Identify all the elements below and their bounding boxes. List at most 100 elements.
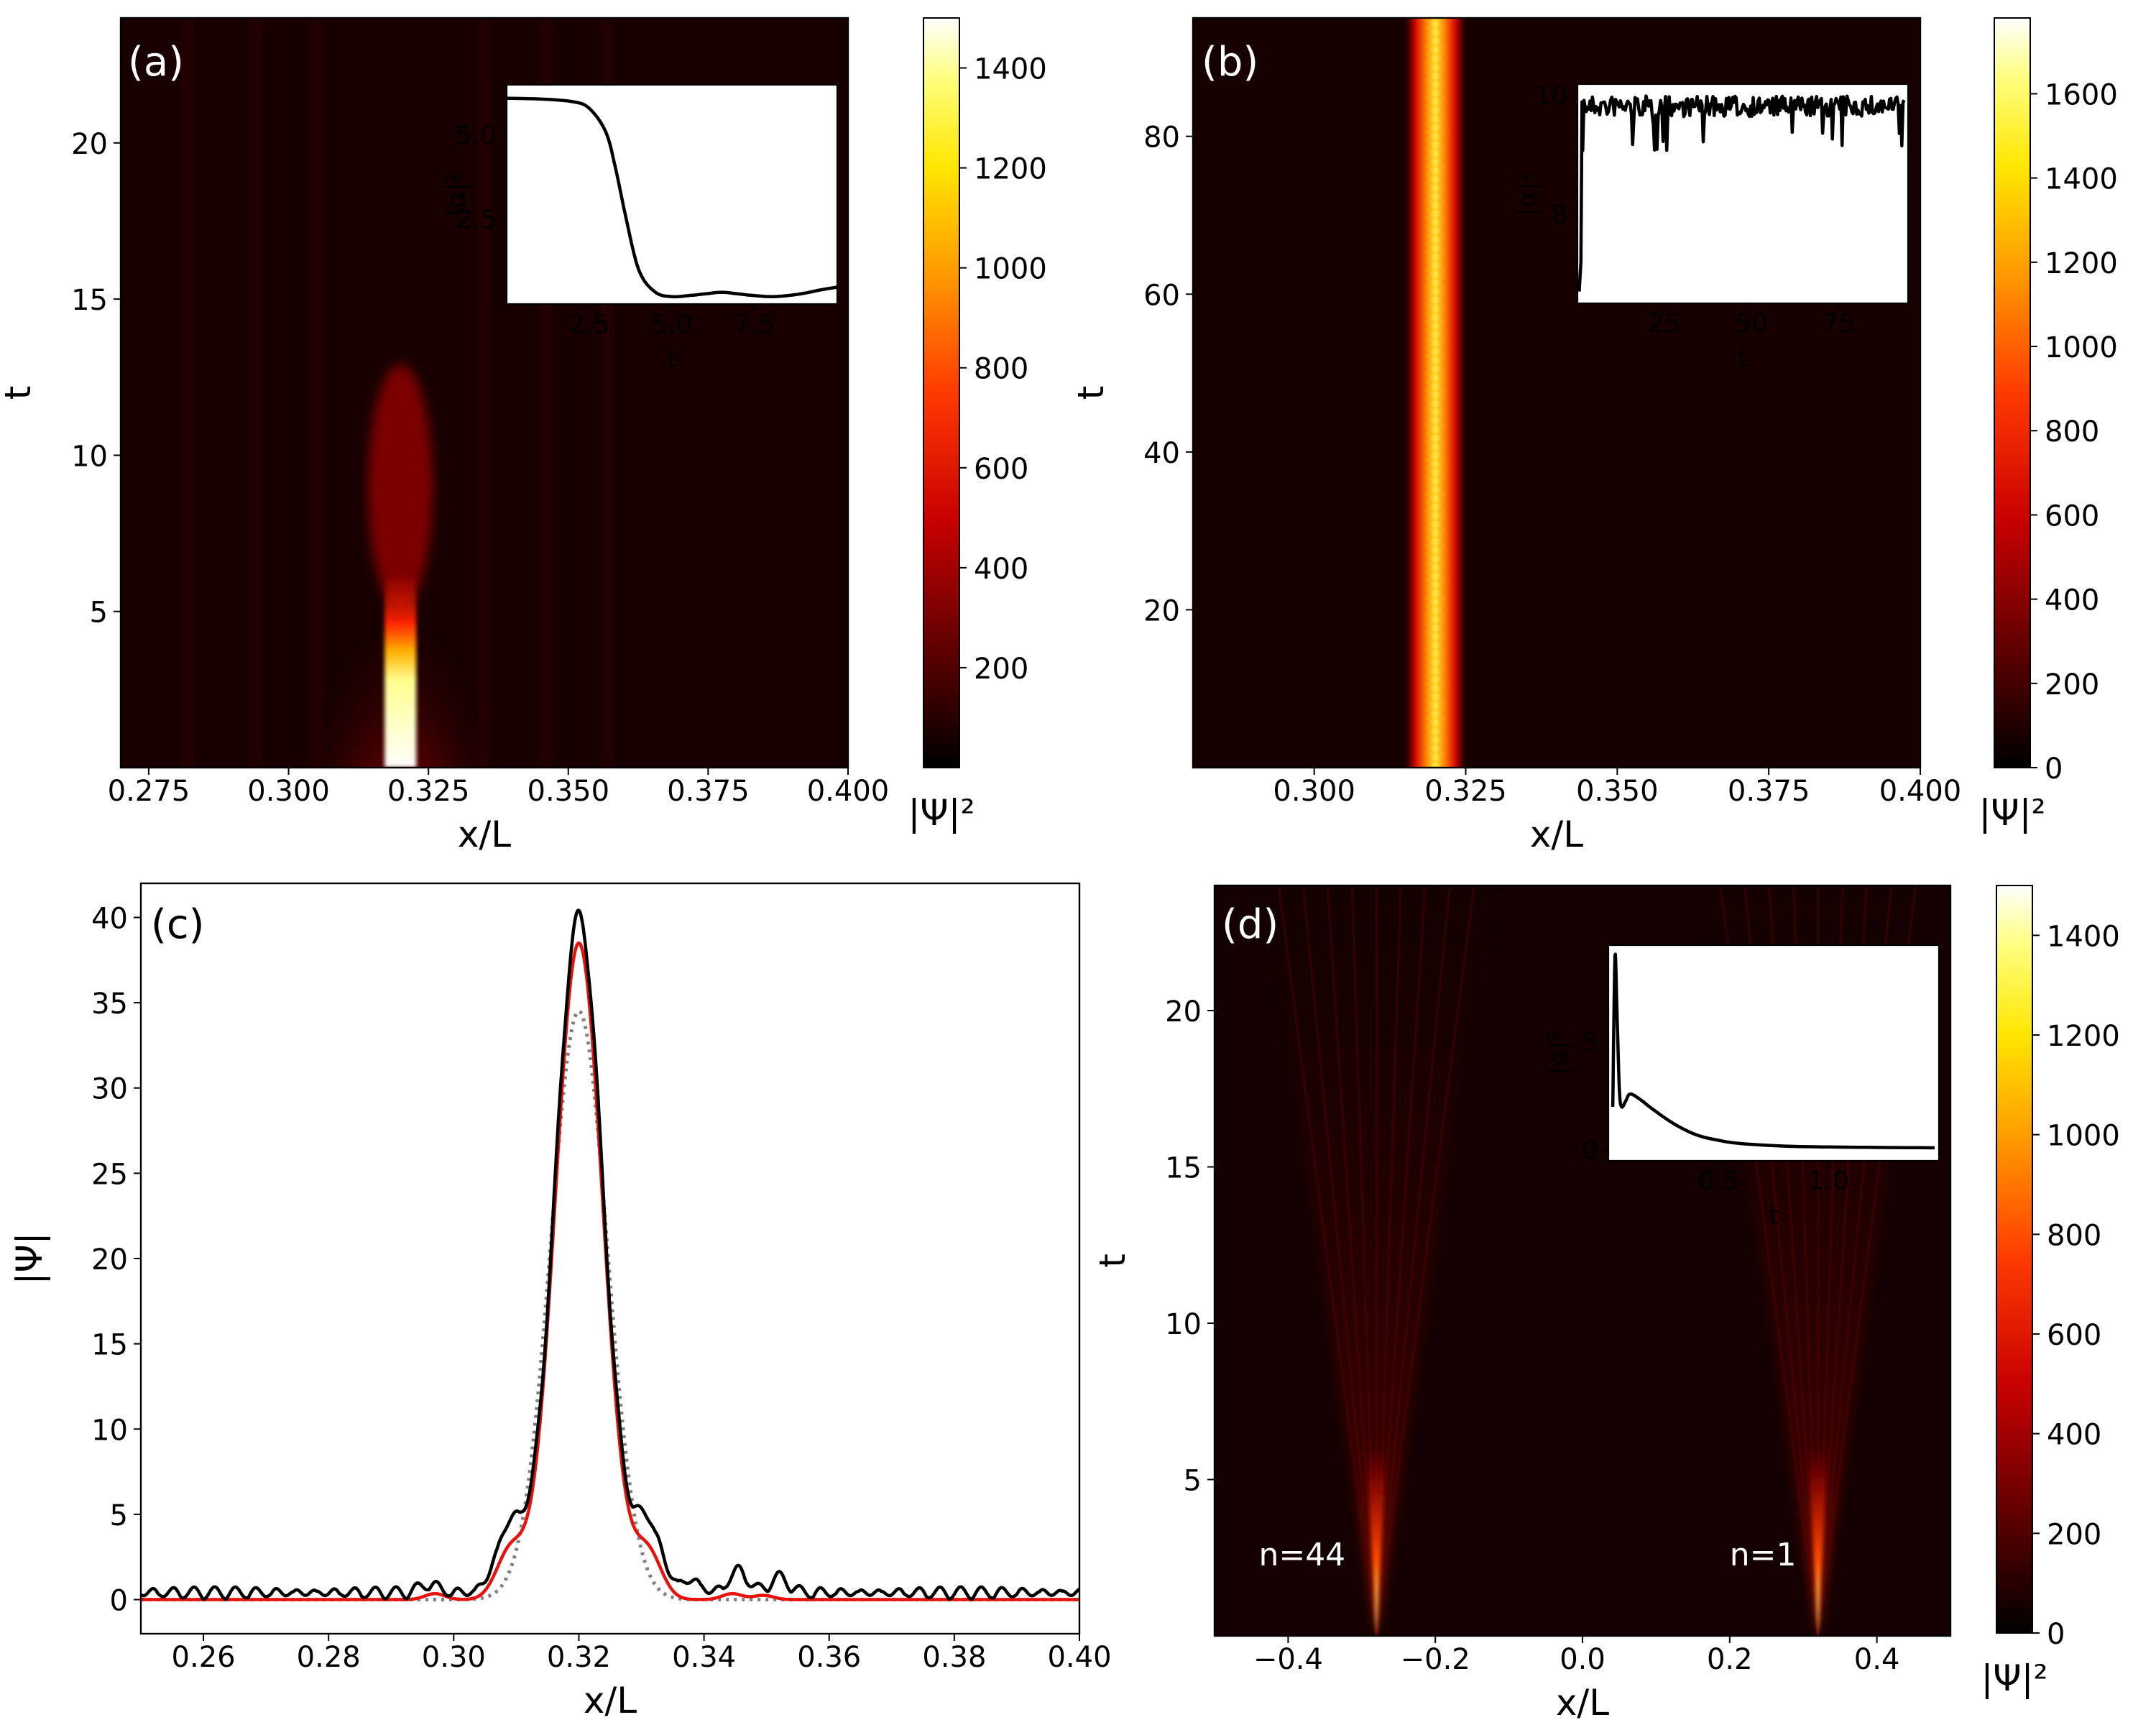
heatmap-ripple: [1425, 587, 1446, 591]
inset-y-tick-label: 5.0: [456, 121, 497, 150]
heatmap-ripple: [1425, 604, 1446, 608]
colorbar-tick-label: 400: [974, 553, 1028, 586]
heatmap-ripple: [1425, 182, 1446, 185]
heatmap-ripple: [1425, 242, 1446, 246]
heatmap-ripple: [1425, 303, 1446, 306]
heatmap-ripple: [1425, 165, 1446, 168]
colorbar-tick-label: 800: [2045, 415, 2099, 448]
heatmap-ripple: [1425, 699, 1446, 703]
heatmap-ripple: [1425, 285, 1446, 289]
inset-y-tick-label: 0: [1582, 1136, 1598, 1165]
heatmap-ripple: [1425, 320, 1446, 323]
inset-series-line: [1577, 94, 1906, 292]
inset-frame: [1607, 944, 1940, 1162]
heatmap-ripple: [1425, 139, 1446, 142]
heatmap-ripple: [1425, 742, 1446, 746]
inset-x-tick-label: 2.5: [568, 310, 609, 339]
heatmap-ripple: [1425, 147, 1446, 151]
heatmap-ripple: [1425, 561, 1446, 565]
heatmap-tip: [1807, 1448, 1828, 1636]
colorbar-tick-label: 400: [2045, 584, 2099, 617]
heatmap-ripple: [1425, 363, 1446, 367]
y-axis-b-tick-label: 20: [1143, 594, 1180, 627]
heatmap-ripple: [1425, 380, 1446, 384]
heatmap-ripple: [1425, 216, 1446, 220]
heatmap-ripple: [1425, 372, 1446, 375]
colorbar-tick-label: 200: [2047, 1518, 2101, 1551]
heatmap-ray: [1326, 886, 1378, 1636]
inset-x-label: t: [1769, 1201, 1779, 1230]
colorbar-tick-label: 0: [2047, 1618, 2065, 1651]
heatmap-ripple: [1425, 311, 1446, 315]
heatmap-ripple: [1425, 673, 1446, 677]
y-axis-d-tick-label: 15: [1165, 1152, 1202, 1185]
x-axis-b-tick-label: 0.300: [1273, 775, 1355, 808]
panel-a: 0.275 0.300 0.325 0.350 0.375 0.400 5 10 15 20 x/L…: [0, 17, 1047, 855]
x-axis-a-tick-label: 0.325: [387, 775, 470, 808]
heatmap-ripple: [1425, 208, 1446, 211]
panel-b: 0.300 0.325 0.350 0.375 0.40020406080x/Lt(b)…: [1070, 17, 2118, 855]
heatmap-ripple: [1425, 639, 1446, 643]
heatmap-ripple: [1425, 96, 1446, 99]
heatmap-fan: [1261, 886, 1492, 1636]
y-axis-b-tick-label: 60: [1143, 279, 1180, 312]
heatmap-ripple: [1425, 544, 1446, 548]
heatmap-ripple: [1425, 466, 1446, 470]
heatmap-ray: [1277, 886, 1378, 1636]
inset-series-line: [1611, 952, 1935, 1150]
colorbar-gradient: [923, 18, 959, 768]
heatmap-ripple: [1425, 475, 1446, 479]
heatmap-ray: [1375, 886, 1451, 1636]
inset-y-tick-label: 5: [1582, 1028, 1598, 1057]
x-axis-b-tick-label: 0.350: [1576, 775, 1659, 808]
inset-y-label: |α|²: [1544, 1031, 1573, 1075]
heatmap-ripple: [1425, 441, 1446, 444]
inset-y-tick-label: 10: [1534, 81, 1567, 111]
axes-frame: [1192, 17, 1922, 769]
colorbar-tick-label: 200: [2045, 668, 2099, 702]
heatmap-ripple: [1425, 596, 1446, 599]
panel-label-b: (b): [1202, 39, 1258, 86]
heatmap-ripple: [1425, 432, 1446, 436]
panel-d: −0.4 −0.2 0.0 0.2 0.4 5 10 15 20 x/L t (d) n=44 n=1 0 2…: [1092, 884, 2120, 1724]
heatmap-ripple: [1425, 484, 1446, 487]
x-axis-c-tick-label: 0.32: [547, 1641, 611, 1674]
heatmap-ripple: [1425, 725, 1446, 729]
y-axis-c-tick-label: 30: [91, 1073, 128, 1106]
heatmap-ripple: [1425, 70, 1446, 73]
colorbar-gradient: [1994, 18, 2030, 768]
y-axis-label-b: t: [1070, 386, 1112, 400]
plot-area-c: [141, 908, 1079, 1601]
heatmap-ripple: [1425, 121, 1446, 125]
heatmap-ripple: [1425, 751, 1446, 755]
x-axis-c-tick-label: 0.30: [422, 1641, 486, 1674]
heatmap-ripple: [1425, 682, 1446, 686]
colorbar-tick-label: 600: [974, 453, 1028, 486]
heatmap-ripple: [1425, 52, 1446, 56]
heatmap-ray: [1375, 886, 1427, 1636]
heatmap-ripple: [1425, 259, 1446, 263]
heatmap-ripple: [1425, 708, 1446, 712]
colorbar-tick-label: 1200: [974, 153, 1047, 186]
x-axis-c-tick-label: 0.36: [797, 1641, 861, 1674]
heatmap-streak: [249, 18, 261, 768]
x-axis-c-tick-label: 0.38: [922, 1641, 986, 1674]
colorbar-tick-label: 1400: [2047, 920, 2120, 953]
plots: 0.275 0.300 0.325 0.350 0.375 0.4005101520x/L…: [0, 17, 2120, 1724]
y-axis-a-tick-label: 15: [71, 284, 108, 317]
panel-label-d: (d): [1222, 901, 1279, 948]
inset-x-tick-label: 75: [1822, 309, 1855, 339]
y-axis-d-tick-label: 20: [1165, 995, 1202, 1029]
inset-y-label: |α|²: [442, 172, 471, 216]
x-axis-b-tick-label: 0.375: [1728, 775, 1810, 808]
colorbar-tick-label: 1000: [2045, 331, 2118, 364]
heatmap-ray: [1375, 886, 1475, 1636]
heatmap-ripple: [1425, 294, 1446, 298]
heatmap-ripple: [1425, 277, 1446, 280]
y-axis-a-tick-label: 5: [90, 597, 108, 630]
heatmap-ripple: [1425, 458, 1446, 461]
heatmap-ripple: [1425, 199, 1446, 203]
colorbar-tick-label: 0: [2045, 753, 2063, 786]
colorbar-tick-label: 800: [974, 353, 1028, 386]
heatmap-ripple: [1425, 734, 1446, 737]
